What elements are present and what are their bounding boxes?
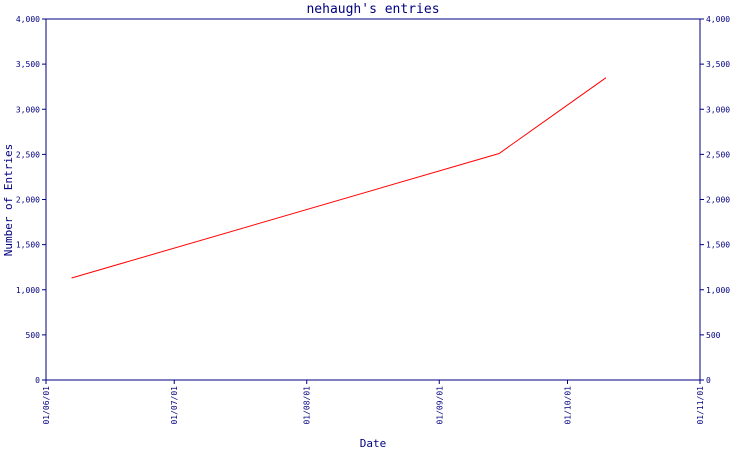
- x-tick-label: 01/08/01: [303, 386, 312, 425]
- series-line: [71, 77, 607, 279]
- y-axis-right: 0 500 1,000 1,500 2,000 2,500 3,000 3,500 4,000: [700, 15, 730, 385]
- y-axis-label: Number of Entries: [2, 144, 15, 257]
- y-tick-label-right: 1,000: [706, 286, 730, 295]
- x-tick-label: 01/11/01: [696, 386, 705, 425]
- y-tick-label-left: 1,000: [16, 286, 40, 295]
- y-tick-label-right: 3,500: [706, 60, 730, 69]
- y-tick-label-right: 2,000: [706, 196, 730, 205]
- y-tick-label-left: 4,000: [16, 15, 40, 24]
- y-tick-label-right: 1,500: [706, 241, 730, 250]
- chart-title: nehaugh's entries: [306, 2, 439, 17]
- x-axis-label: Date: [360, 437, 387, 450]
- plot-frame: [45, 18, 701, 381]
- x-tick-label: 01/10/01: [563, 386, 572, 425]
- y-tick-label-right: 2,500: [706, 150, 730, 159]
- x-tick-label: 01/09/01: [435, 386, 444, 425]
- y-tick-label-right: 0: [706, 376, 711, 385]
- x-tick-label: 01/06/01: [42, 386, 51, 425]
- y-tick-label-left: 3,000: [16, 105, 40, 114]
- y-axis-left: 0 500 1,000 1,500 2,000 2,500 3,000 3,500 4,000: [16, 15, 46, 385]
- y-tick-label-left: 2,500: [16, 150, 40, 159]
- y-tick-label-left: 0: [35, 376, 40, 385]
- x-tick-label: 01/07/01: [170, 386, 179, 425]
- y-tick-label-left: 2,000: [16, 196, 40, 205]
- series-layer: [71, 77, 607, 279]
- y-tick-label-left: 1,500: [16, 241, 40, 250]
- y-tick-label-right: 3,000: [706, 105, 730, 114]
- x-axis: 01/06/01 01/07/01 01/08/01 01/09/01 01/10/01…: [42, 380, 705, 425]
- y-tick-label-right: 4,000: [706, 15, 730, 24]
- y-tick-label-left: 500: [26, 331, 41, 340]
- y-tick-label-right: 500: [706, 331, 721, 340]
- y-tick-label-left: 3,500: [16, 60, 40, 69]
